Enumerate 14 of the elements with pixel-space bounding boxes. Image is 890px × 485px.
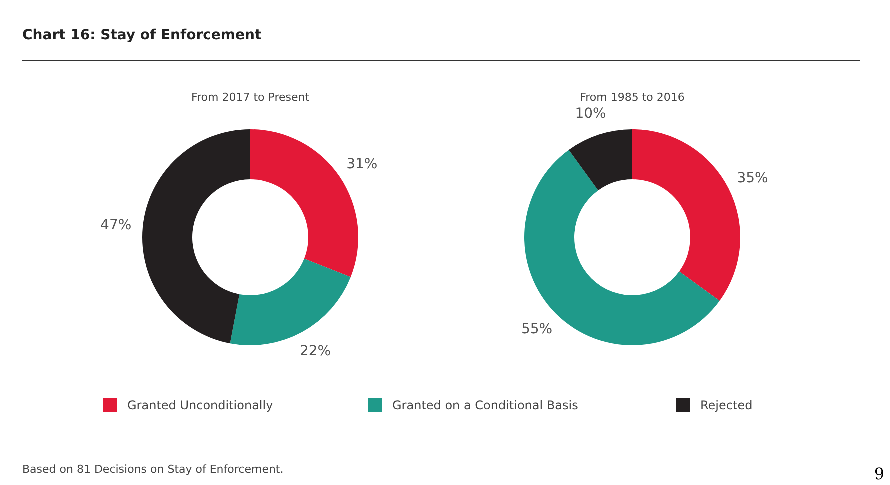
legend-label: Granted Unconditionally xyxy=(128,398,274,412)
chart-subtitle: From 1985 to 2016 xyxy=(580,91,685,104)
chart-subtitle: From 2017 to Present xyxy=(191,91,310,104)
text: Based on 81 Decisions on Stay of Enforcement. xyxy=(22,463,284,476)
data-label: 31% xyxy=(346,156,378,172)
data-label: 55% xyxy=(521,321,553,338)
legend-label: Granted on a Conditional Basis xyxy=(392,398,578,412)
data-label: 35% xyxy=(737,170,768,186)
text: 9 xyxy=(874,464,885,484)
data-label: 22% xyxy=(300,343,332,360)
chart-title: Chart 16: Stay of Enforcement xyxy=(22,28,262,44)
legend-label: Rejected xyxy=(700,398,753,412)
data-label: 10% xyxy=(575,106,606,122)
data-label: 47% xyxy=(100,217,132,234)
